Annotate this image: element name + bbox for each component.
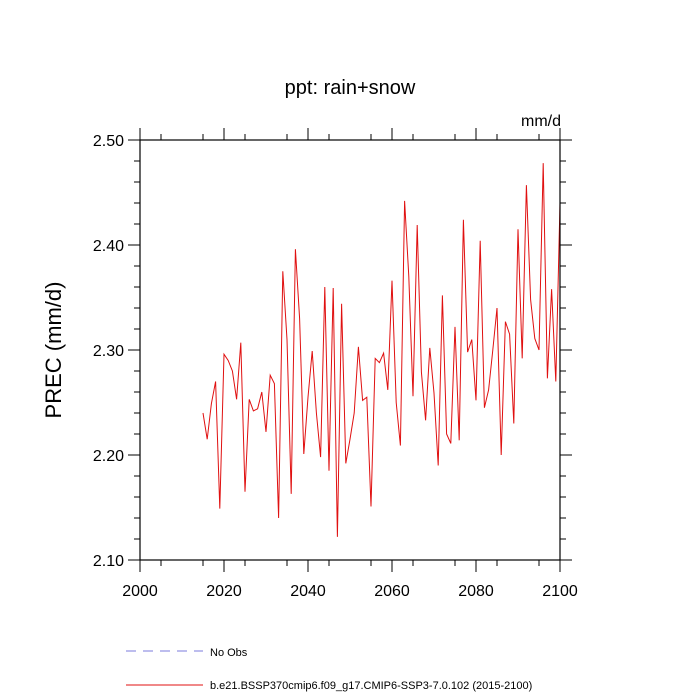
x-tick-label: 2020 <box>206 583 242 600</box>
chart-title: ppt: rain+snow <box>285 77 416 99</box>
legend-label-model: b.e21.BSSP370cmip6.f09_g17.CMIP6-SSP3-7.… <box>210 680 532 692</box>
x-tick-label: 2100 <box>542 583 578 600</box>
axis-ticks <box>128 128 572 572</box>
y-tick-label: 2.20 <box>93 448 124 465</box>
x-tick-label: 2040 <box>290 583 326 600</box>
y-tick-label: 2.10 <box>93 553 124 570</box>
series-layer <box>202 163 561 537</box>
y-tick-label: 2.40 <box>93 238 124 255</box>
y-tick-label: 2.30 <box>93 343 124 360</box>
legend: No Obs b.e21.BSSP370cmip6.f09_g17.CMIP6-… <box>126 647 532 692</box>
legend-label-no-obs: No Obs <box>210 647 248 659</box>
units-label: mm/d <box>521 113 561 130</box>
x-tick-label: 2000 <box>122 583 158 600</box>
tick-labels: 2000 2020 2040 2060 2080 2100 2.10 2.20 2.30 2.40… <box>93 133 578 600</box>
series-line <box>202 163 561 537</box>
plot-frame <box>139 139 561 561</box>
x-tick-label: 2080 <box>458 583 494 600</box>
y-tick-label: 2.50 <box>93 133 124 150</box>
y-axis-label: PREC (mm/d) <box>41 282 66 419</box>
x-tick-label: 2060 <box>374 583 410 600</box>
